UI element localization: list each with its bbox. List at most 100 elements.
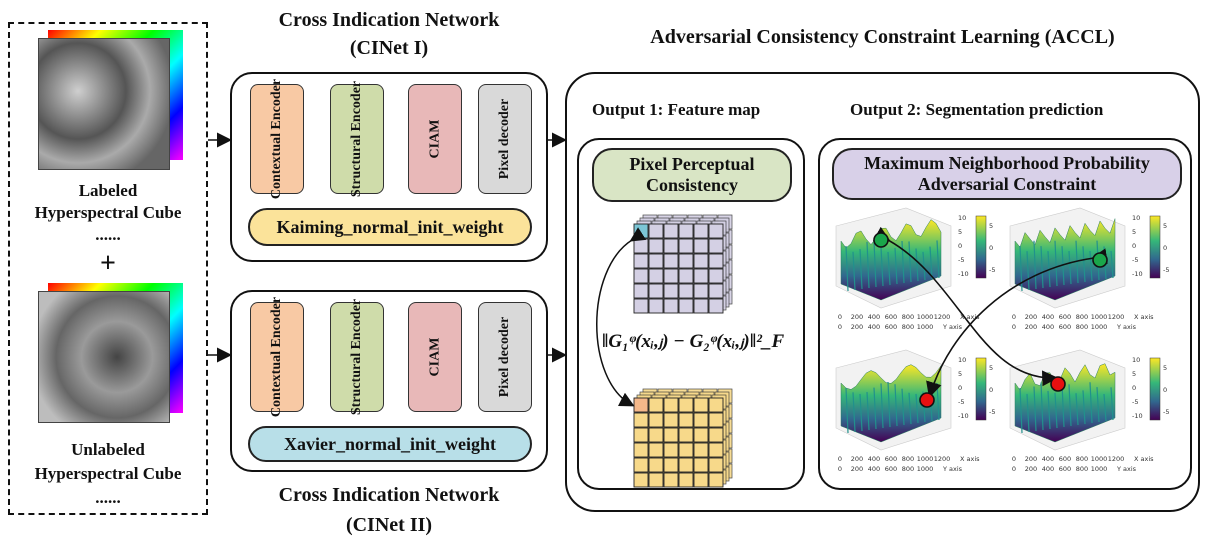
mnpac-pill: Maximum Neighborhood Probability Adversa… — [832, 148, 1182, 200]
plot-top-left-cbar-tick: -5 — [989, 266, 995, 274]
plot-top-right-y-tick: 200 — [1025, 323, 1037, 331]
feature-cube-bottom-cell — [678, 457, 694, 473]
plot-bottom-left-z-tick: 10 — [958, 356, 966, 364]
plot-bottom-right-cbar-tick: 5 — [1163, 364, 1167, 372]
plot-top-left-spike — [845, 245, 849, 292]
plot-top-left-x-tick: 800 — [902, 313, 914, 321]
feature-cube-bottom-cell — [633, 427, 649, 443]
feature-cube-bottom-cell — [693, 457, 709, 473]
output1-label: Output 1: Feature map — [592, 100, 761, 119]
feature-cube-top-cell — [633, 298, 649, 314]
plot-bottom-right-spike — [1110, 387, 1114, 421]
plot-bottom-left-spike — [915, 393, 919, 424]
plot-bottom-right-z-tick: 5 — [1132, 370, 1136, 378]
feature-cube-bottom-cell — [678, 427, 694, 443]
feature-cube-bottom-cell — [633, 472, 649, 488]
plot-bottom-left-spike — [908, 392, 912, 425]
feature-cube-top-cell — [633, 253, 649, 269]
plot-bottom-right-colorbar — [1149, 357, 1161, 421]
plot-top-right-x-tick: 0 — [1012, 313, 1016, 321]
cell-image — [38, 38, 170, 170]
cinet1-structural-encoder: Structural Encoder — [330, 81, 384, 197]
feature-cube-top-cell — [648, 238, 664, 254]
prediction-marker — [919, 392, 935, 408]
plot-bottom-left-z-tick: -10 — [958, 412, 969, 420]
plot-top-left-cbar-tick: 0 — [989, 244, 993, 252]
xavier-init-pill: Xavier_normal_init_weight — [248, 426, 532, 462]
feature-cube-bottom-cell — [633, 442, 649, 458]
cinet2-ciam: CIAM — [408, 302, 462, 412]
accl-box — [565, 72, 1200, 512]
plot-bottom-right-z-tick: 0 — [1132, 384, 1136, 392]
plot-bottom-right-x-tick: 1000 — [1091, 455, 1108, 463]
adversarial-arrow — [926, 248, 1108, 399]
accl-title: Adversarial Consistency Constraint Learn… — [650, 26, 1115, 48]
plot-top-right-x-tick: 800 — [1076, 313, 1088, 321]
plot-top-right-cbar-tick: 0 — [1163, 244, 1167, 252]
plot-top-left-cbar-tick: 5 — [989, 222, 993, 230]
feature-cube-top-cell — [678, 238, 694, 254]
plot-bottom-right-y-tick: 800 — [1076, 465, 1088, 473]
feature-cube-bottom-cell — [648, 412, 664, 428]
feature-cube-top-cell — [648, 268, 664, 284]
plot-bottom-left-x-tick: 1000 — [917, 455, 934, 463]
feature-cube-bottom-cell — [663, 427, 679, 443]
cinet2-structural-encoder: Structural Encoder — [330, 299, 384, 415]
plot-top-right-z-tick: -5 — [1132, 256, 1138, 264]
feature-cube-top-cell — [678, 298, 694, 314]
plot-bottom-left-spike — [873, 387, 877, 430]
plot-bottom-left-spike — [887, 381, 891, 428]
plot-top-left-y-tick: 0 — [838, 323, 842, 331]
plot-top-left-x-tick: 1200 — [934, 313, 951, 321]
plot-bottom-right-x-tick: 200 — [1025, 455, 1037, 463]
cinet2-subtitle: (CINet II) — [345, 514, 433, 536]
feature-cube-bottom-cell — [678, 412, 694, 428]
feature-cube-bottom-cell — [648, 457, 664, 473]
plot-bottom-left-y-label: Y axis — [942, 465, 963, 473]
cinet2-title: Cross Indication Network (CINet II) — [230, 480, 548, 540]
plot-top-left-x-tick: 400 — [868, 313, 880, 321]
cinet1-subtitle: (CINet I) — [349, 37, 429, 59]
labeled-label: Labeled Hyperspectral Cube ...... — [8, 180, 208, 246]
feature-cube-bottom-cell — [648, 442, 664, 458]
feature-cube-bottom-cell — [648, 472, 664, 488]
plot-bottom-right-x-tick: 600 — [1059, 455, 1071, 463]
feature-cube-bottom-cell — [708, 457, 724, 473]
plot-bottom-right-spike — [1103, 393, 1107, 422]
cinet2-contextual-encoder: Contextual Encoder — [250, 297, 304, 417]
feature-cube-top-cell — [693, 223, 709, 239]
plot-top-left-z-tick: -5 — [958, 256, 964, 264]
feature-cube-bottom-cell — [708, 472, 724, 488]
feature-cube-bottom-cell — [693, 442, 709, 458]
feature-cube-top-cell — [633, 223, 649, 239]
plot-bottom-right-spike — [1075, 393, 1079, 426]
mnpac-panel — [818, 138, 1192, 490]
output2-label: Output 2: Segmentation prediction — [850, 100, 1104, 119]
ppc-pill: Pixel Perceptual Consistency — [592, 148, 792, 202]
plot-top-left-y-tick: 400 — [868, 323, 880, 331]
plot-bottom-left-z-tick: 0 — [958, 384, 962, 392]
plot-top-right-y-tick: 1000 — [1091, 323, 1108, 331]
feature-cube-top-cell — [678, 223, 694, 239]
plot-bottom-left-cbar-tick: -5 — [989, 408, 995, 416]
feature-cube-top-cell — [633, 283, 649, 299]
plot-top-left-z-tick: 10 — [958, 214, 966, 222]
labeled-cube-image — [38, 30, 183, 170]
feature-cube-bottom-cell — [648, 427, 664, 443]
feature-cube-top-cell — [633, 268, 649, 284]
prediction-marker — [1050, 376, 1066, 392]
plot-bottom-left-x-tick: 1200 — [934, 455, 951, 463]
consistency-arrow — [596, 227, 647, 407]
cinet1-box — [230, 72, 548, 262]
plot-top-right-z-tick: 10 — [1132, 214, 1140, 222]
feature-cube-top-cell — [663, 253, 679, 269]
plot-bottom-right-x-tick: 1200 — [1108, 455, 1125, 463]
plot-bottom-left-cbar-tick: 5 — [989, 364, 993, 372]
plot-bottom-left-y-tick: 0 — [838, 465, 842, 473]
plot-bottom-right-y-tick: 1000 — [1091, 465, 1108, 473]
feature-cube-top-cell — [663, 268, 679, 284]
plot-bottom-left-colorbar — [975, 357, 987, 421]
feature-cube-bottom-cell — [708, 397, 724, 413]
plot-bottom-left-x-tick: 400 — [868, 455, 880, 463]
